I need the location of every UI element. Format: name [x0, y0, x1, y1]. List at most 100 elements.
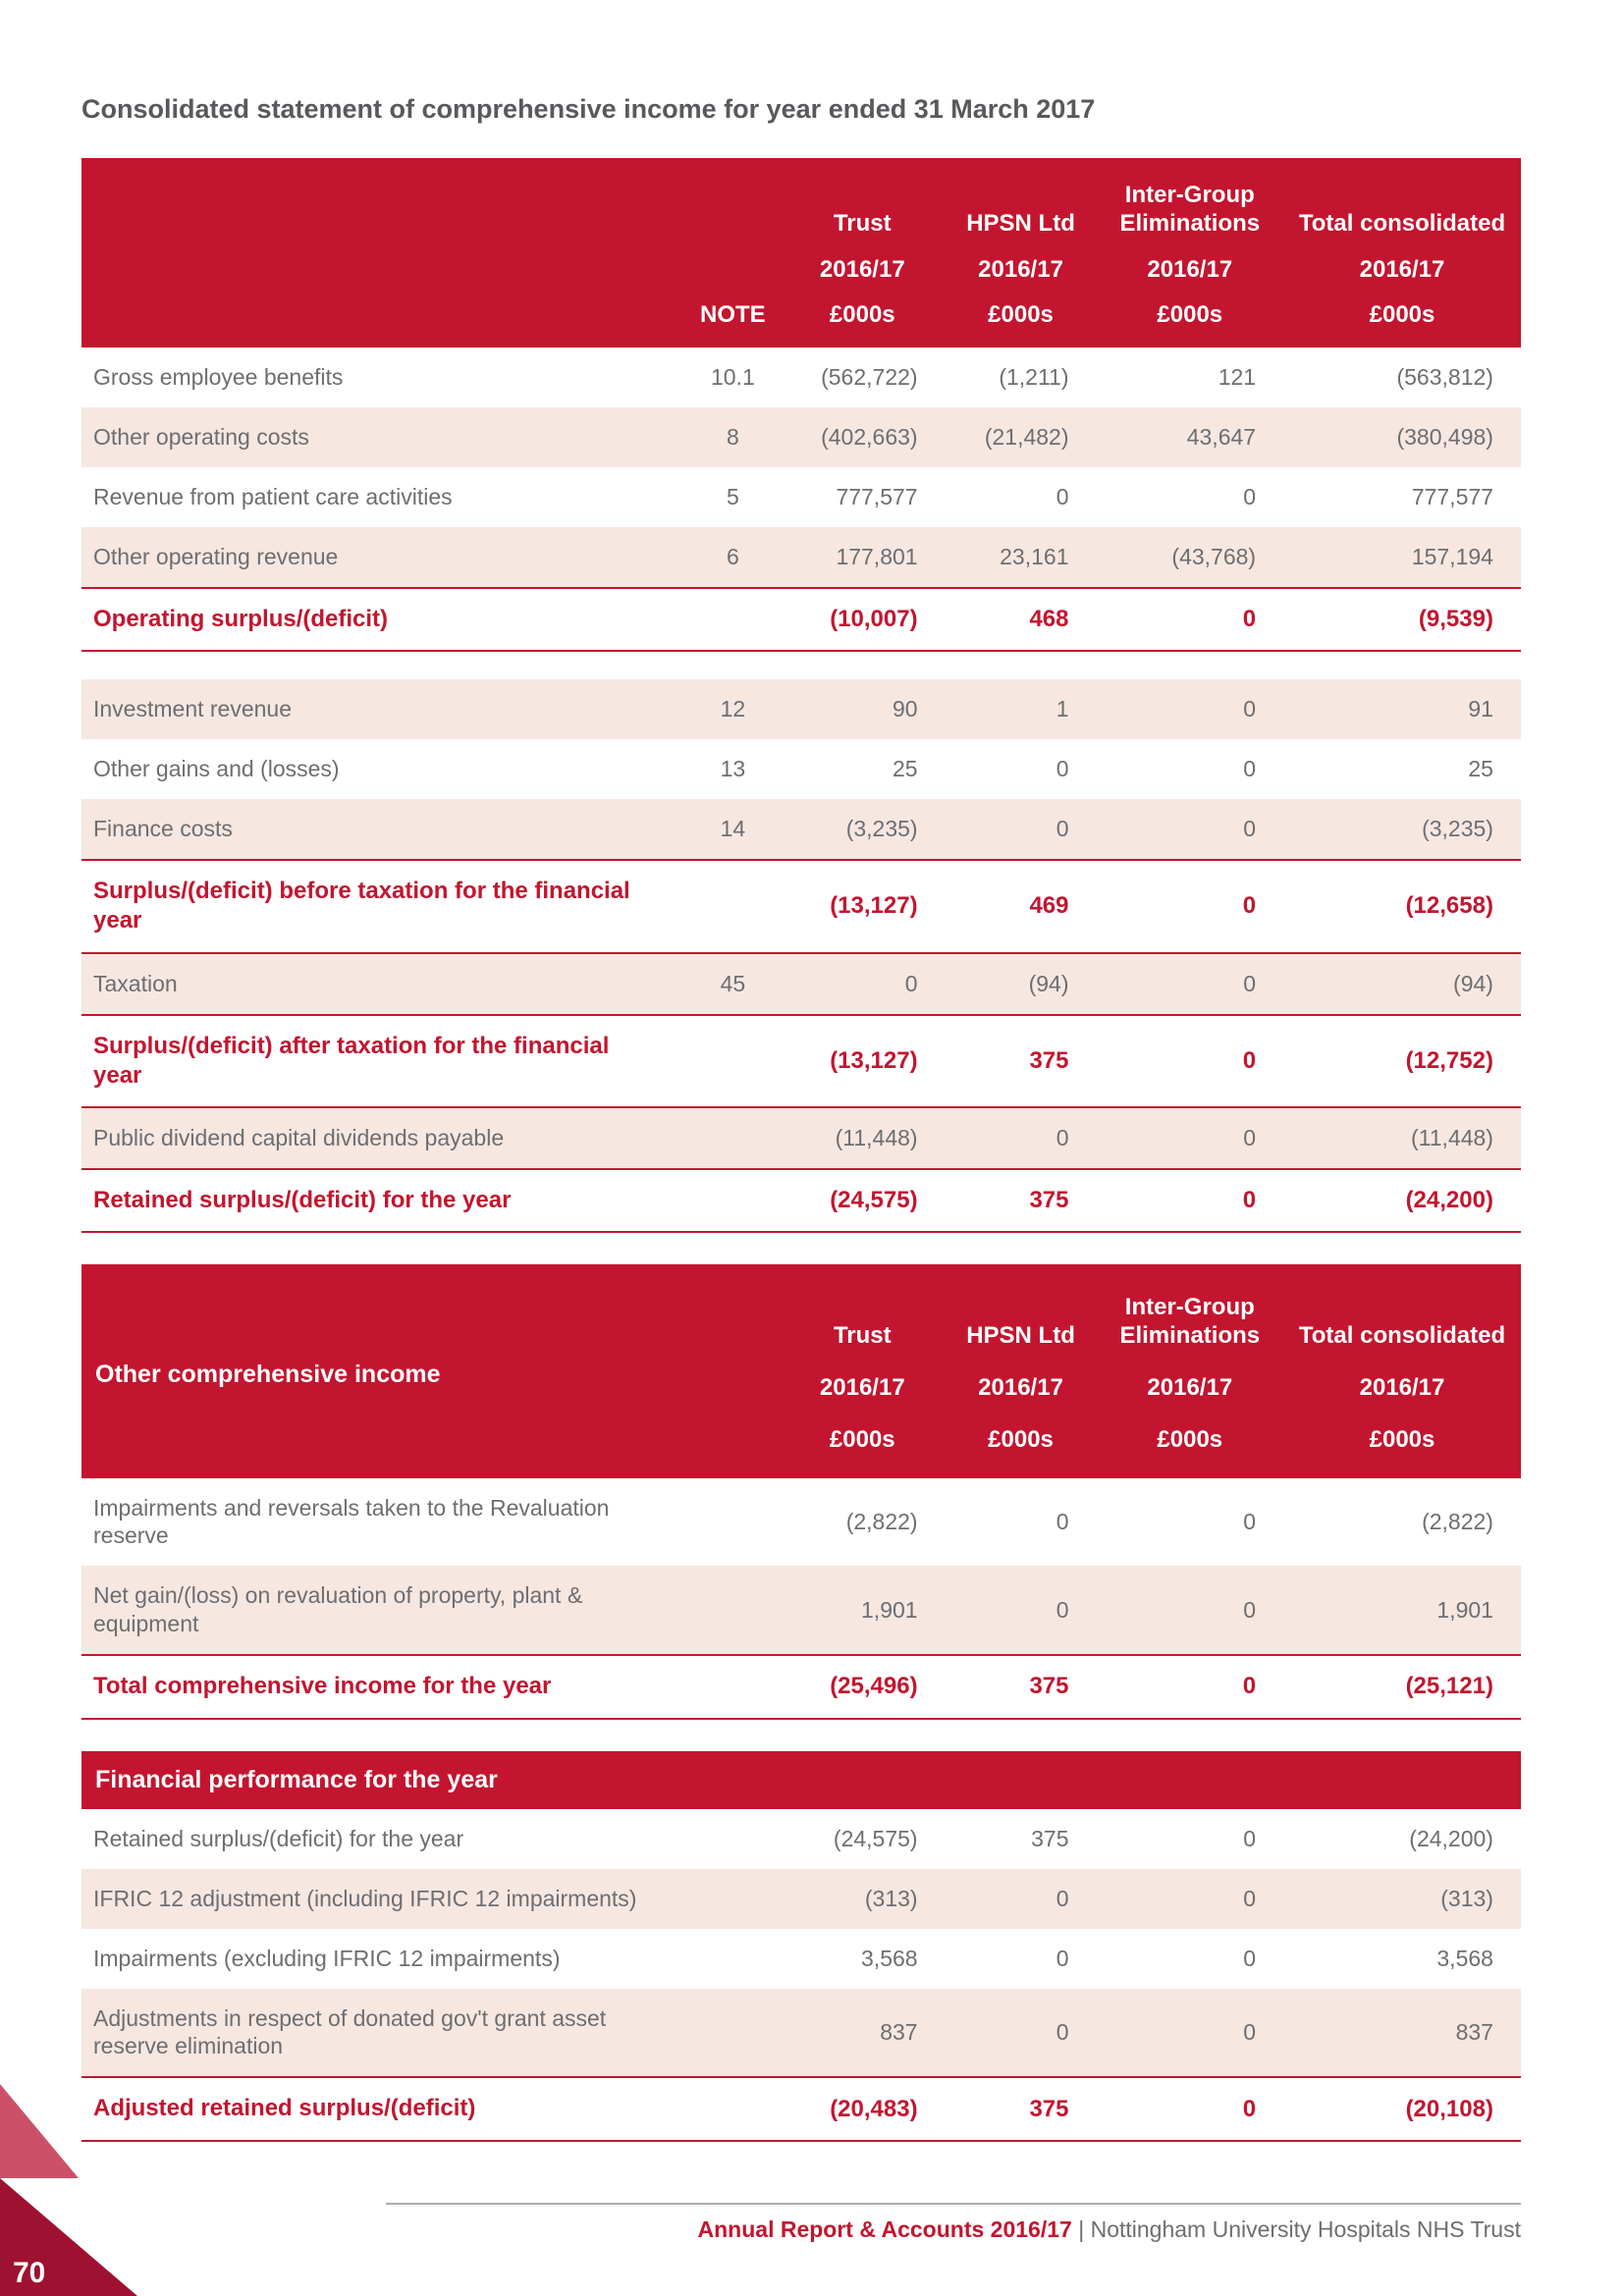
- page-content: Consolidated statement of comprehensive …: [81, 94, 1521, 2173]
- table-row: Impairments (excluding IFRIC 12 impairme…: [81, 1928, 1521, 1989]
- row-label: Retained surplus/(deficit) for the year: [93, 1187, 512, 1214]
- total-row: Total comprehensive income for the year (…: [81, 1654, 1521, 1720]
- row-value: 0: [1243, 1825, 1257, 1851]
- table-row: Public dividend capital dividends payabl…: [81, 1108, 1521, 1169]
- row-value: (562,722): [821, 364, 918, 391]
- total-row: Operating surplus/(deficit) (10,007) 468 0 (…: [81, 587, 1521, 653]
- table-row: Adjustments in respect of donated gov't …: [81, 1988, 1521, 2077]
- row-value: 177,801: [836, 544, 918, 570]
- row-label: Taxation: [93, 970, 178, 996]
- row-value: 375: [1031, 1825, 1069, 1851]
- row-note: 8: [726, 424, 739, 451]
- column-units-header: £000s: [1157, 301, 1223, 329]
- column-units-header: £000s: [829, 301, 895, 329]
- row-label: Other gains and (losses): [93, 756, 340, 782]
- row-value: (1,211): [999, 364, 1069, 391]
- total-row: Surplus/(deficit) after taxation for the…: [81, 1013, 1521, 1109]
- table-row: Retained surplus/(deficit) for the year (…: [81, 1808, 1521, 1869]
- row-note: [686, 1823, 780, 1854]
- column-header: Trust: [833, 209, 892, 237]
- row-value: (24,575): [833, 1825, 918, 1851]
- row-value: (2,822): [1422, 1508, 1493, 1534]
- row-value: (25,496): [830, 1673, 918, 1700]
- row-value: 25: [1468, 756, 1493, 782]
- row-value: 1,901: [861, 1596, 918, 1623]
- row-value: 90: [892, 696, 918, 722]
- row-value: 0: [1242, 892, 1257, 920]
- row-value: 468: [1029, 606, 1069, 633]
- table-body: Gross employee benefits 10.1 (562,722) (1,2…: [81, 347, 1521, 1234]
- table-row: Investment revenue 12 90 1 0 91: [81, 679, 1521, 740]
- column-year-header: 2016/17: [978, 1373, 1063, 1401]
- row-label: Public dividend capital dividends payabl…: [93, 1125, 505, 1151]
- corner-triangle-light: [0, 2084, 79, 2178]
- row-value: 0: [1242, 1046, 1257, 1074]
- column-units-header: £000s: [1369, 301, 1435, 329]
- row-value: 1: [1056, 696, 1069, 722]
- row-note: [686, 2016, 780, 2048]
- row-value: (24,200): [1405, 1187, 1493, 1214]
- column-units-header: £000s: [988, 1425, 1054, 1453]
- row-note: 13: [720, 756, 746, 782]
- row-value: 43,647: [1186, 424, 1257, 451]
- row-value: (94): [1028, 970, 1069, 996]
- row-note: 10.1: [710, 364, 755, 391]
- row-note: [686, 1506, 780, 1537]
- column-header: Total consolidated: [1298, 209, 1506, 237]
- row-label: Gross employee benefits: [93, 364, 344, 391]
- row-value: 0: [1242, 606, 1257, 633]
- column-header: HPSN Ltd: [966, 209, 1075, 237]
- column-header: Inter-Group Eliminations: [1119, 182, 1261, 237]
- table-header: Trust HPSN Ltd Inter-Group Eliminations Tot…: [81, 158, 1521, 348]
- row-label: Investment revenue: [93, 696, 293, 722]
- row-value: 0: [1056, 1596, 1069, 1623]
- row-value: 0: [1243, 1596, 1257, 1623]
- row-note: 12: [720, 696, 746, 722]
- column-year-header: 2016/17: [1359, 1373, 1445, 1401]
- row-value: 0: [1243, 1945, 1257, 1971]
- row-label: Finance costs: [93, 816, 233, 842]
- table-row: Revenue from patient care activities 5 777…: [81, 467, 1521, 528]
- row-label: Impairments (excluding IFRIC 12 impairme…: [93, 1945, 561, 1971]
- row-value: 0: [1056, 484, 1069, 510]
- total-row: Surplus/(deficit) before taxation for th…: [81, 859, 1521, 954]
- row-value: (402,663): [821, 424, 918, 451]
- page-corner-decoration: 70: [0, 2084, 147, 2296]
- row-label: Other operating revenue: [93, 544, 339, 570]
- row-value: (11,448): [835, 1125, 918, 1151]
- column-year-header: 2016/17: [978, 255, 1063, 283]
- row-value: 777,577: [1411, 484, 1493, 510]
- row-value: 469: [1029, 892, 1069, 920]
- table-row: Other gains and (losses) 13 25 0 0 25: [81, 739, 1521, 800]
- row-note: [686, 1045, 780, 1077]
- row-value: 3,568: [1436, 1945, 1493, 1971]
- row-value: 0: [1056, 2018, 1069, 2045]
- column-year-header: 2016/17: [1359, 255, 1445, 283]
- table-row: Other operating revenue 6 177,801 23,161 (43…: [81, 527, 1521, 588]
- row-value: 0: [1242, 1673, 1257, 1700]
- row-label: Total comprehensive income for the year: [93, 1673, 552, 1700]
- row-value: 0: [1243, 2018, 1257, 2045]
- row-note: [686, 1594, 780, 1626]
- row-value: 0: [1056, 1125, 1069, 1151]
- row-value: 0: [1056, 756, 1069, 782]
- total-row: Adjusted retained surplus/(deficit) (20,4…: [81, 2076, 1521, 2142]
- row-value: 0: [1243, 1125, 1257, 1151]
- row-value: 837: [880, 2018, 918, 2045]
- row-value: (380,498): [1396, 424, 1493, 451]
- page-footer: Annual Report & Accounts 2016/17 | Notti…: [386, 2203, 1521, 2243]
- row-label: Operating surplus/(deficit): [93, 606, 389, 633]
- column-units-header: £000s: [1157, 1425, 1223, 1453]
- row-value: (13,127): [830, 1046, 918, 1074]
- table-row: Taxation 45 0 (94) 0 (94): [81, 953, 1521, 1014]
- row-note: [686, 1943, 780, 1974]
- column-header: Trust: [833, 1322, 892, 1350]
- income-statement-table: Trust HPSN Ltd Inter-Group Eliminations Tot…: [81, 158, 1521, 1234]
- page-title: Consolidated statement of comprehensive …: [81, 94, 1096, 124]
- corner-triangle-dark: [0, 2178, 137, 2296]
- row-value: 0: [1243, 970, 1257, 996]
- row-value: (2,822): [845, 1508, 918, 1534]
- row-value: 0: [904, 970, 918, 996]
- row-value: 0: [1242, 2095, 1257, 2122]
